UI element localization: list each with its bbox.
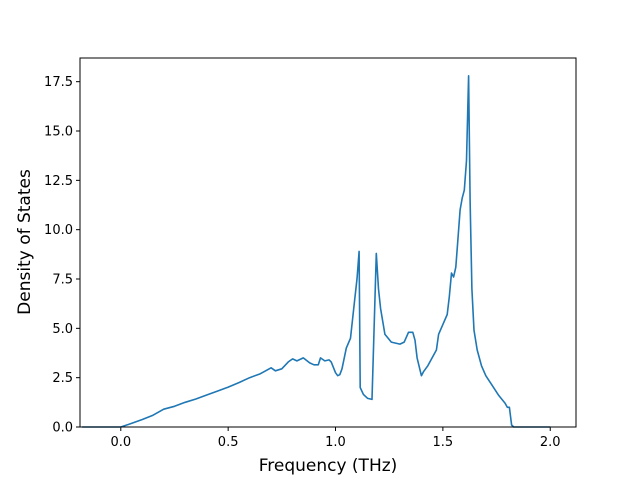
y-tick-label: 15.0 xyxy=(44,125,73,140)
y-tick-label: 2.5 xyxy=(52,371,73,386)
series-line-dos xyxy=(82,75,551,428)
x-tick-label: 0.0 xyxy=(110,435,131,450)
x-tick-label: 0.5 xyxy=(218,435,239,450)
y-tick-label: 10.0 xyxy=(44,223,73,238)
y-tick-label: 12.5 xyxy=(44,174,73,189)
x-tick-label: 1.0 xyxy=(325,435,346,450)
plot-frame xyxy=(79,57,577,428)
x-tick-label: 2.0 xyxy=(540,435,561,450)
x-axis-label: Frequency (THz) xyxy=(259,456,398,476)
x-tick-label: 1.5 xyxy=(433,435,454,450)
y-tick-label: 5.0 xyxy=(52,322,73,337)
ticks-layer: 0.0 0.5 1.0 1.5 2.0 0.0 2.5 5.0 7.5 10.0 12.5 15.0 1… xyxy=(44,75,561,450)
y-tick-label: 0.0 xyxy=(52,421,73,436)
y-tick-label: 7.5 xyxy=(52,273,73,288)
y-tick-label: 17.5 xyxy=(44,75,73,90)
y-axis-label: Density of States xyxy=(15,169,35,315)
